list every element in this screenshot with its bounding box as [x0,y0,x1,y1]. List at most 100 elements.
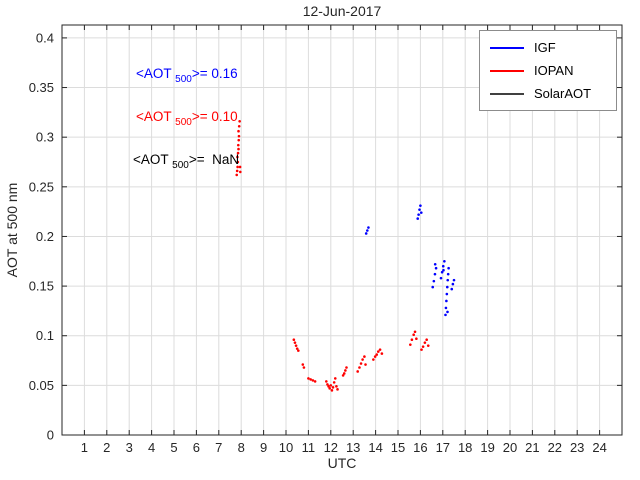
data-point-iopan [235,173,239,177]
legend-entry-iopan: IOPAN [480,59,616,82]
x-tick-label: 19 [480,440,494,455]
data-point-igf [446,278,450,282]
data-point-iopan [236,155,239,159]
annotation-subscript: 500 [175,74,192,85]
legend-label: IOPAN [534,63,574,78]
data-point-igf [444,313,447,317]
annotation-mean-solaraot: <AOT 500>= NaN [118,137,239,186]
data-point-iopan [237,147,240,151]
annotation-text: >= 0.16 [191,66,238,81]
legend-line-sample-solaraot [490,92,524,95]
annotation-text: <AOT [133,152,173,167]
data-point-igf [447,266,450,270]
annotation-text: >= 0.10 [191,109,238,124]
data-point-iopan [331,386,335,389]
x-tick-label: 10 [279,440,293,455]
y-axis-label: AOT at 500 nm [4,182,20,278]
data-point-iopan [238,119,241,123]
data-point-igf [440,270,444,274]
x-tick-label: 13 [346,440,360,455]
data-point-iopan [413,330,417,334]
data-point-igf [452,278,456,282]
x-tick-label: 14 [368,440,382,455]
data-point-iopan [236,165,239,169]
data-point-iopan [238,165,242,169]
data-point-iopan [295,347,299,350]
data-point-igf [416,217,420,220]
data-point-iopan [235,169,239,173]
annotation-subscript: 500 [172,160,189,171]
y-tick-label: 0.05 [29,378,54,393]
x-tick-label: 21 [525,440,539,455]
data-point-iopan [425,338,428,341]
y-tick-label: 0.25 [29,179,54,194]
data-point-iopan [237,134,241,138]
data-point-iopan [420,348,423,351]
data-point-iopan [361,358,364,361]
x-tick-label: 5 [170,440,177,455]
y-tick-label: 0.3 [36,130,54,145]
data-point-igf [441,264,445,268]
data-point-iopan [307,377,310,380]
legend-entry-igf: IGF [480,36,616,59]
data-point-igf [433,262,437,266]
legend-line-sample-iopan [490,69,524,72]
data-point-iopan [421,345,425,348]
data-point-iopan [236,151,240,155]
data-point-iopan [344,369,347,372]
x-tick-label: 24 [592,440,606,455]
data-point-iopan [237,124,241,128]
data-point-iopan [313,380,317,383]
data-point-iopan [415,337,418,341]
data-point-igf [439,276,443,280]
data-point-igf [364,232,368,235]
data-point-igf [451,282,455,286]
data-point-iopan [363,355,366,358]
data-point-iopan [412,333,415,337]
legend-line-sample-igf [490,46,524,49]
data-point-iopan [341,374,345,377]
data-point-igf [418,208,421,211]
data-point-igf [434,266,438,270]
data-point-igf [366,229,369,232]
y-tick-label: 0 [47,428,54,443]
x-axis-label: UTC [327,455,357,471]
data-point-iopan [359,362,363,365]
data-point-iopan [358,366,361,369]
data-point-iopan [410,338,414,341]
data-point-igf [446,310,449,314]
y-tick-label: 0.35 [29,80,54,95]
x-tick-label: 6 [193,440,200,455]
x-tick-label: 18 [458,440,472,455]
x-tick-label: 1 [81,440,88,455]
data-point-igf [445,299,448,303]
data-point-iopan [236,160,240,164]
data-point-igf [442,268,445,272]
annotation-mean-iopan: <AOT 500>= 0.10 [121,94,238,143]
annotation-text: <AOT [136,66,176,81]
data-point-iopan [342,372,346,375]
data-point-iopan [423,341,427,344]
data-point-iopan [301,363,305,366]
data-point-iopan [237,138,241,142]
x-tick-label: 22 [548,440,562,455]
data-point-igf [450,287,454,291]
data-point-iopan [292,338,296,341]
data-point-iopan [330,389,334,392]
data-point-igf [417,213,420,216]
legend-entry-solaraot: SolarAOT [480,82,616,105]
data-point-igf [433,272,437,276]
data-point-iopan [329,384,333,387]
data-point-iopan [426,344,430,347]
data-point-iopan [333,377,337,380]
x-tick-label: 20 [503,440,517,455]
data-point-iopan [302,366,306,369]
annotation-text: <AOT [136,109,176,124]
data-point-iopan [380,352,384,355]
data-point-iopan [375,353,379,356]
data-point-igf [445,292,449,296]
annotation-mean-igf: <AOT 500>= 0.16 [121,51,238,100]
data-point-iopan [345,366,348,369]
y-tick-label: 0.15 [29,279,54,294]
x-tick-label: 2 [103,440,110,455]
